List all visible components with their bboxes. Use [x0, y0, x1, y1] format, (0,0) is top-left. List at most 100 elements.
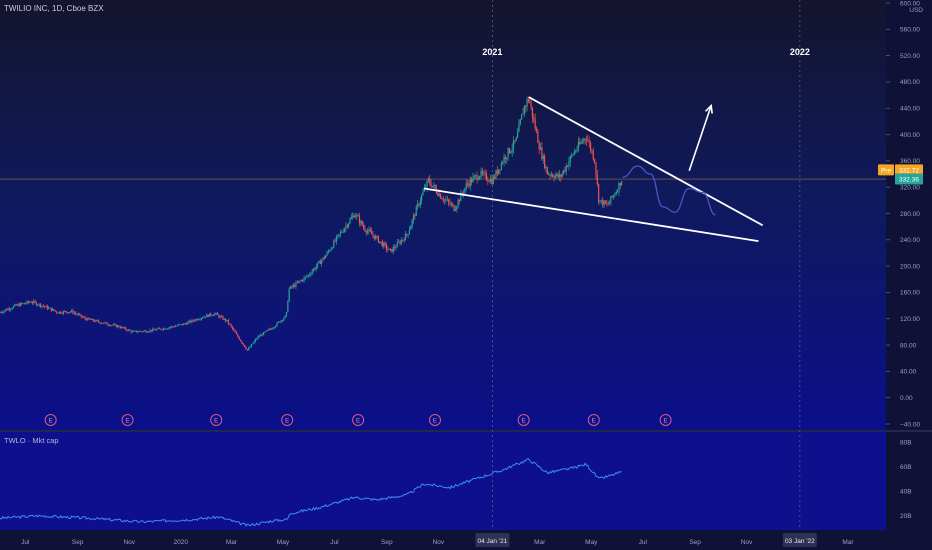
candle-body [396, 242, 398, 248]
candle-body [365, 230, 367, 233]
candle-body [223, 318, 225, 320]
candle-body [484, 172, 486, 174]
candle-body [534, 119, 536, 129]
candle-body [219, 316, 221, 318]
candle-body [208, 313, 211, 317]
candle-body [372, 234, 374, 236]
indicator-axis-label: 40B [900, 489, 912, 496]
candle-body [91, 319, 93, 320]
candle-body [107, 324, 109, 326]
candle-body [204, 316, 207, 318]
candle-body [119, 327, 121, 328]
time-axis-label: Jul [21, 539, 30, 546]
candle-body [262, 332, 265, 336]
candle-body [475, 175, 477, 177]
candle-body [229, 323, 231, 325]
candle-body [191, 319, 193, 323]
candle-body [379, 241, 381, 243]
candle-body [227, 320, 229, 324]
candle-body [45, 305, 47, 307]
current-price-box [895, 173, 923, 185]
candle-body [433, 184, 435, 186]
candle-body [129, 329, 131, 331]
candle-body [588, 141, 590, 143]
candle-body [419, 200, 421, 206]
candle-body [603, 200, 605, 206]
indicator-axis[interactable]: 80B 60B 40B 20B [900, 439, 912, 520]
year-dividers [492, 0, 801, 530]
candle-body [510, 151, 512, 154]
price-axis-label: 40.00 [900, 369, 917, 376]
candle-body [616, 191, 619, 193]
candle-body [10, 308, 12, 310]
candle-body [84, 317, 86, 319]
earnings-marker [659, 414, 672, 426]
candle-body [95, 320, 97, 322]
candle-body [156, 329, 158, 331]
candle-body [100, 323, 102, 324]
market-cap-line [0, 458, 622, 527]
candle-body [421, 195, 423, 201]
candle-body [498, 169, 500, 174]
candle-body [176, 325, 178, 327]
candle-body [404, 233, 407, 241]
candle-body [87, 317, 89, 321]
candle-body [126, 329, 128, 331]
price-axis[interactable]: 600.00 560.00 520.00 480.00 440.00 400.00 360.… [886, 0, 920, 428]
time-axis-label: 2020 [174, 539, 189, 546]
price-axis-label: 560.00 [900, 27, 920, 34]
candle-body [598, 184, 600, 203]
candle-body [193, 320, 196, 322]
earnings-marker-label: E [663, 418, 668, 425]
candle-body [431, 185, 434, 187]
candle-body [133, 330, 135, 332]
candle-body [19, 303, 21, 307]
candle-body [439, 193, 442, 199]
candle-body [161, 329, 163, 331]
candle-body [469, 179, 471, 187]
candle-body [350, 217, 352, 220]
candle-body [268, 328, 270, 330]
candle-body [312, 268, 315, 272]
candle-body [142, 330, 144, 332]
candle-body [235, 332, 238, 335]
year-label: 2021 [482, 47, 502, 57]
premarket-tag-box [878, 164, 894, 176]
drawing-overlays[interactable] [0, 96, 886, 243]
candle-body [319, 260, 321, 265]
candle-body [458, 199, 461, 202]
candle-body [479, 176, 481, 179]
candle-body [383, 242, 385, 247]
candle-body [364, 227, 366, 231]
candle-body [580, 141, 582, 144]
candle-body [457, 199, 459, 207]
market-cap-series [0, 458, 622, 527]
candle-body [99, 322, 101, 324]
candle-body [422, 191, 424, 196]
candle-body [403, 239, 405, 241]
candle-body [127, 329, 129, 331]
candle-body [37, 304, 39, 306]
candle-body [52, 309, 54, 311]
earnings-marker [352, 414, 365, 426]
price-axis-label: 360.00 [900, 158, 920, 165]
candle-body [203, 316, 205, 318]
candle-body [206, 314, 208, 318]
time-axis[interactable]: Jul Sep Nov 2020 Mar May Jul Sep Nov Mar May Jul Sep… [21, 533, 854, 547]
candle-body [69, 311, 71, 313]
candle-body [2, 312, 4, 314]
price-axis-label: 120.00 [900, 316, 920, 323]
candle-body [153, 328, 155, 330]
wedge-upper-line [528, 96, 764, 227]
candle-body [339, 231, 342, 235]
time-axis-label: Mar [226, 539, 238, 546]
candle-body [549, 174, 551, 176]
candle-body [50, 307, 52, 311]
candle-body [376, 236, 378, 237]
candle-body [212, 314, 215, 316]
candle-body [226, 320, 228, 322]
candle-body [349, 219, 351, 224]
candle-body [375, 236, 377, 239]
candle-body [150, 330, 152, 332]
